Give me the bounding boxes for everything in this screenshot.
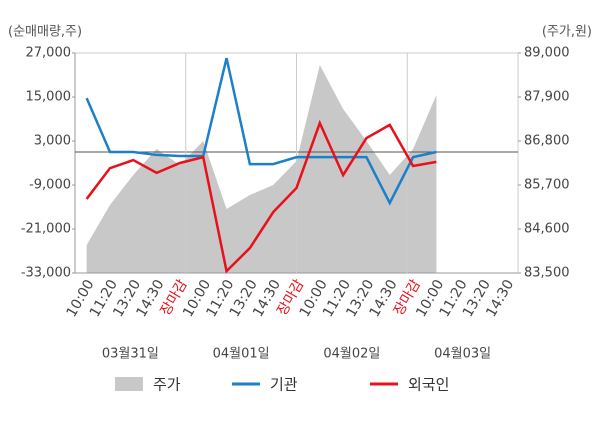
series-line: [85, 57, 437, 206]
y-tick-label: 27,000: [26, 46, 72, 61]
day-label: 04월03일: [434, 347, 491, 362]
y-tick-label: -21,000: [21, 222, 71, 237]
y-tick-label: -9,000: [29, 178, 71, 193]
price-area: [86, 65, 437, 273]
day-label: 04월02일: [323, 347, 380, 362]
y2-tick-label: 87,900: [524, 90, 570, 105]
y2-tick-label: 85,700: [524, 178, 570, 193]
y-tick-label: -33,000: [21, 266, 71, 281]
day-label: 04월01일: [213, 347, 270, 362]
series-line: [85, 119, 437, 274]
legend-swatch: [115, 377, 143, 391]
y2-axis-title: (주가,원): [542, 25, 592, 40]
y-tick-label: 3,000: [34, 134, 71, 149]
y2-tick-label: 83,500: [524, 266, 570, 281]
day-label: 03월31일: [102, 347, 159, 362]
y2-tick-label: 84,600: [524, 222, 570, 237]
y-tick-label: 15,000: [26, 90, 72, 105]
legend-label: 주가: [153, 376, 181, 394]
legend-label: 외국인: [408, 376, 449, 394]
legend-label: 기관: [270, 376, 298, 394]
y-axis-title: (순매매량,주): [8, 25, 82, 40]
y2-tick-label: 89,000: [524, 46, 570, 61]
y2-tick-label: 86,800: [524, 134, 570, 149]
